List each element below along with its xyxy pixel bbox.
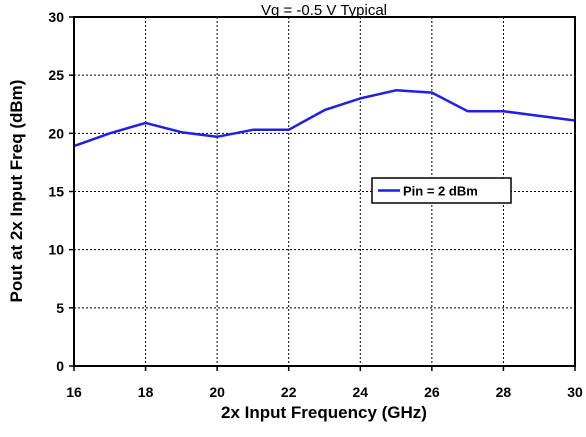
x-tick-label: 30 <box>567 384 583 400</box>
y-tick-label: 25 <box>48 67 64 83</box>
legend-box <box>371 177 512 204</box>
legend: Pin = 2 dBm <box>371 177 512 204</box>
y-tick-label: 15 <box>48 184 64 200</box>
y-tick-label: 30 <box>48 9 64 25</box>
x-tick-label: 28 <box>496 384 512 400</box>
x-axis-label: 2x Input Frequency (GHz) <box>221 403 427 422</box>
x-tick-label: 26 <box>424 384 440 400</box>
x-tick-label: 16 <box>66 384 82 400</box>
legend-series-label: Pin = 2 dBm <box>403 184 478 199</box>
y-tick-label: 5 <box>56 300 64 316</box>
x-tick-label: 20 <box>209 384 225 400</box>
x-tick-label: 18 <box>138 384 154 400</box>
y-tick-label: 10 <box>48 242 64 258</box>
x-tick-label: 22 <box>281 384 297 400</box>
x-tick-label: 24 <box>352 384 368 400</box>
y-tick-label: 0 <box>56 358 64 374</box>
series-layer <box>73 89 576 148</box>
y-axis-label: Pout at 2x Input Freq (dBm) <box>7 80 26 303</box>
ticks <box>69 16 576 371</box>
series-line <box>73 89 576 148</box>
tick-labels: 16 18 20 22 24 26 28 30 0 5 10 15 20 25 30 <box>48 9 583 400</box>
chart-title: Vg = -0.5 V Typical <box>261 2 387 19</box>
y-tick-label: 20 <box>48 125 64 141</box>
